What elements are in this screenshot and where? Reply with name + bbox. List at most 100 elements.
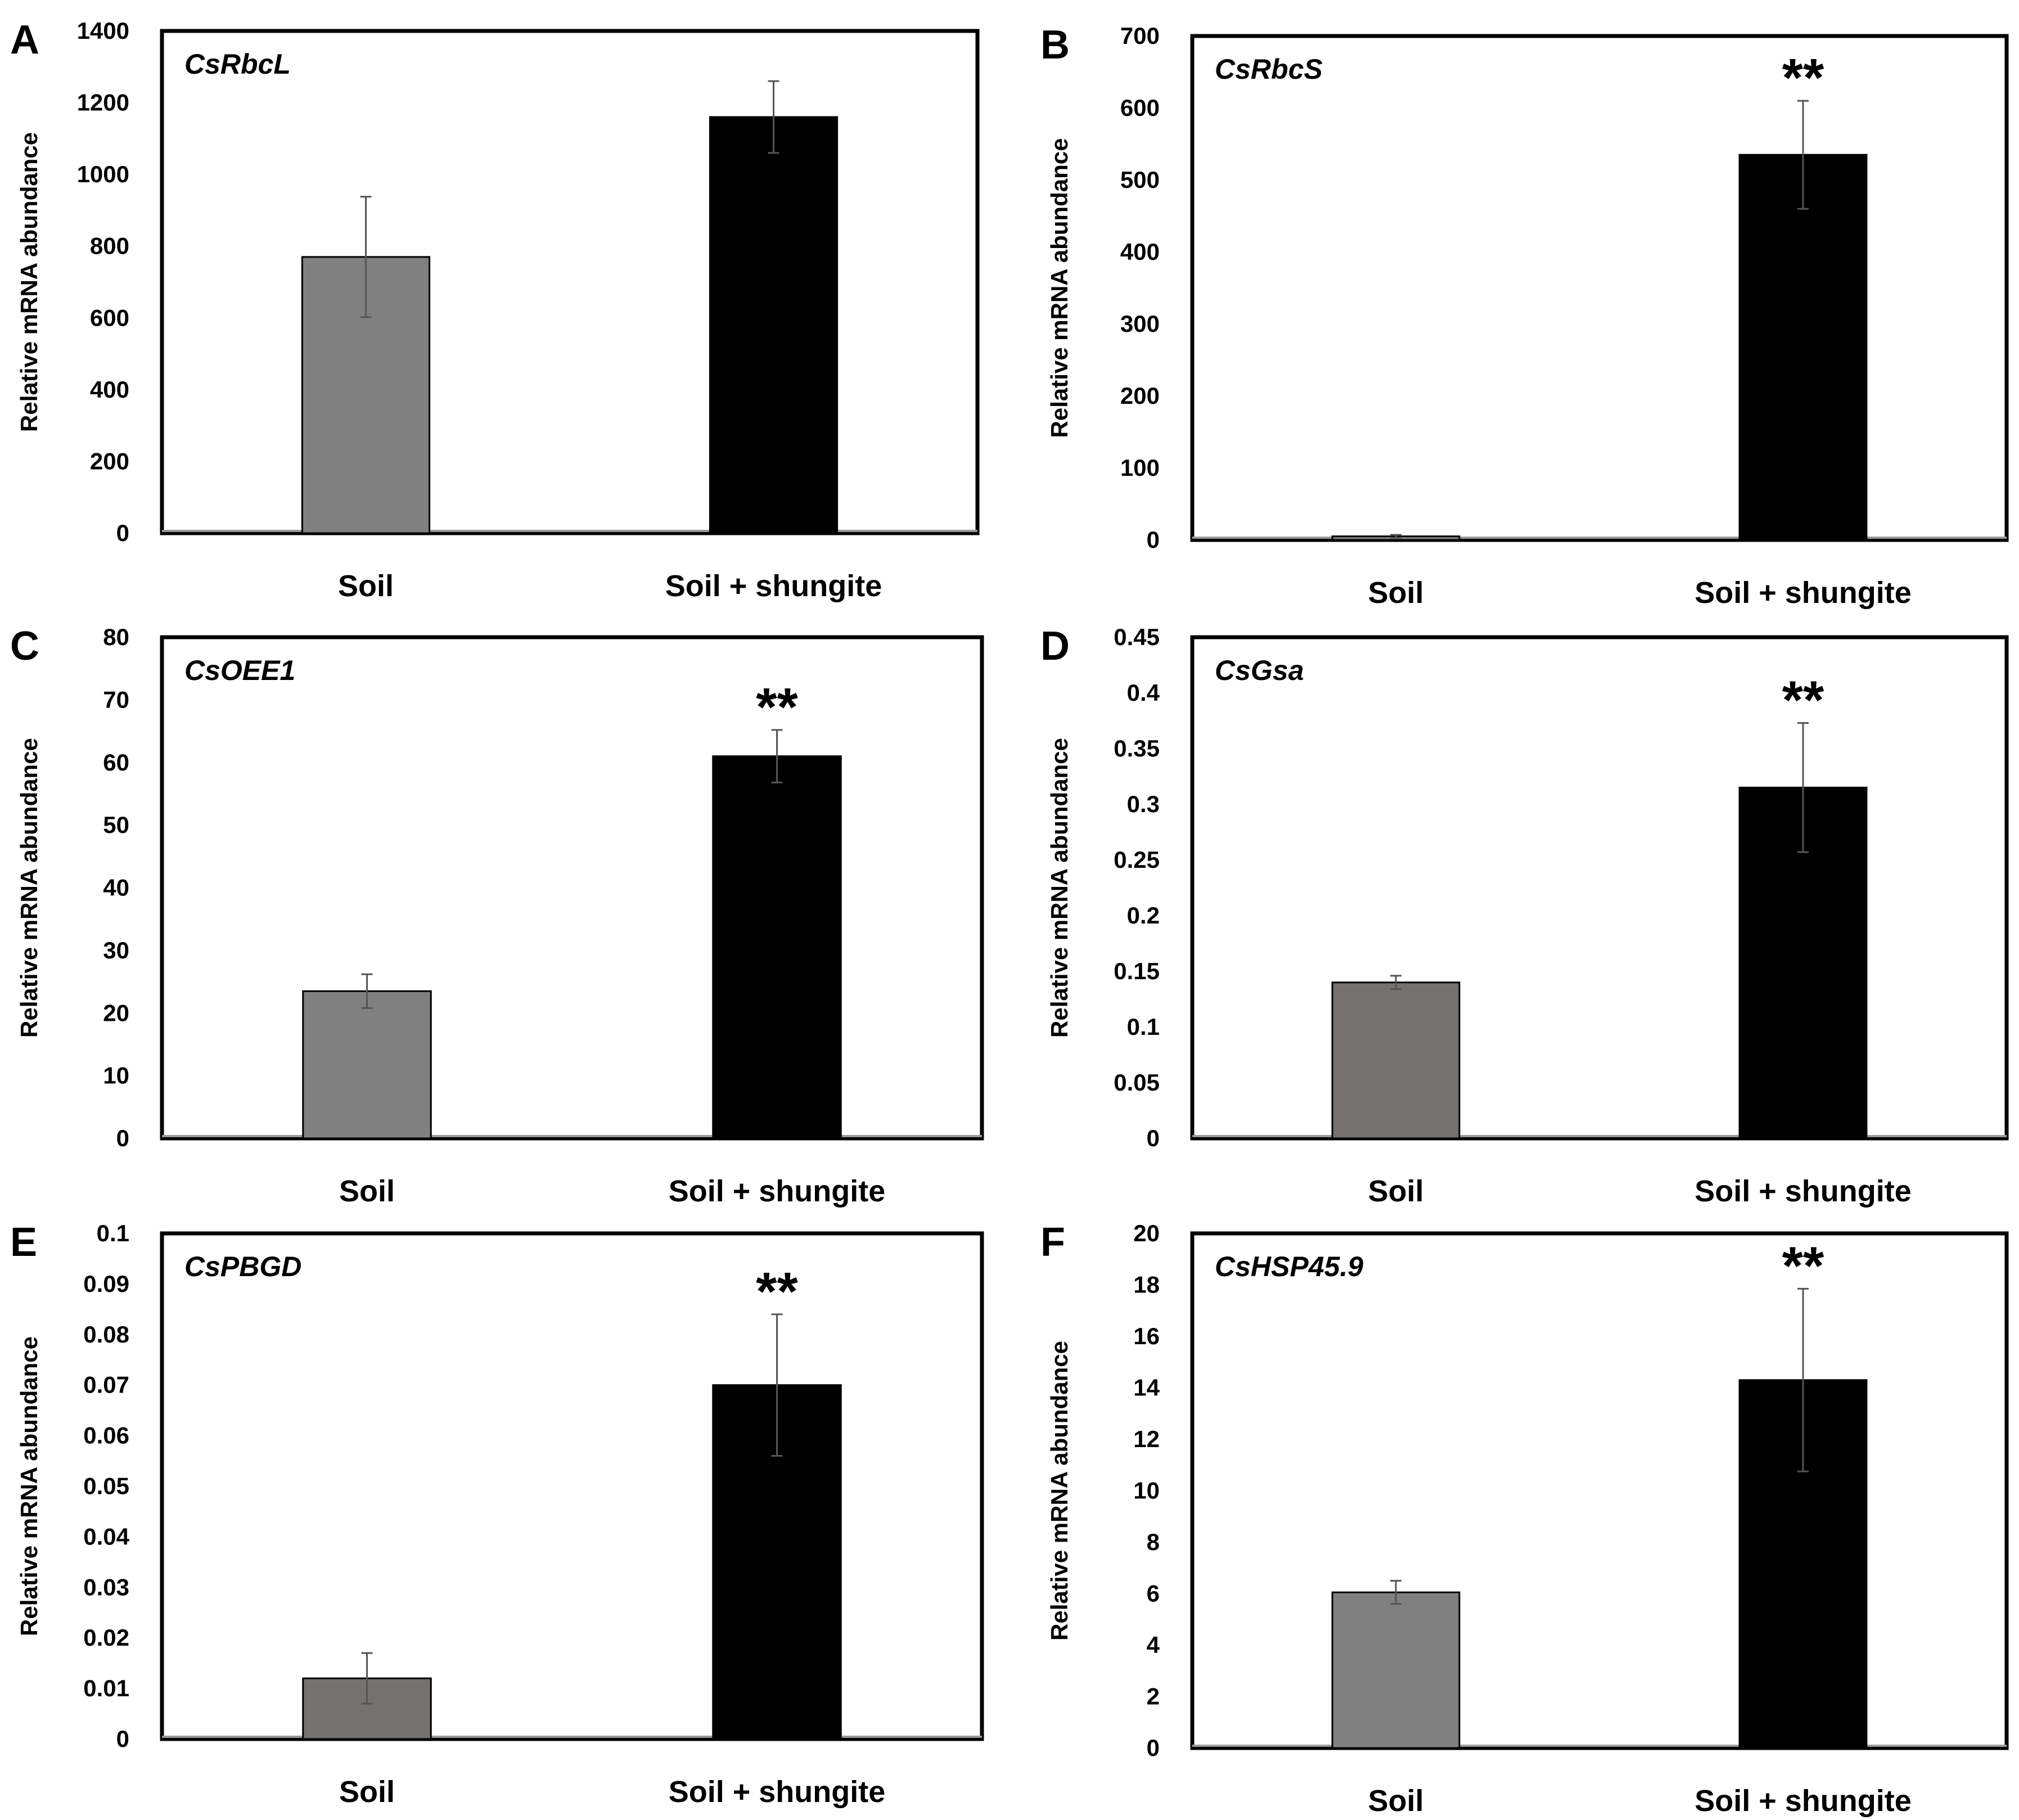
bar-soil-shungite: [712, 755, 842, 1139]
y-tick-label: 0.2: [1127, 902, 1160, 929]
x-category-label: Soil: [1368, 1174, 1423, 1208]
y-tick-label: 0.1: [1127, 1013, 1160, 1040]
y-tick-label: 400: [90, 376, 129, 403]
error-bar: [1390, 975, 1401, 990]
y-tick-label: 0.09: [83, 1271, 129, 1297]
y-tick-label: 10: [1133, 1477, 1160, 1504]
y-tick-label: 0.15: [1114, 958, 1160, 984]
error-bar: [1390, 1580, 1401, 1605]
y-tick-label: 4: [1147, 1632, 1160, 1658]
y-tick-label: 500: [1120, 166, 1160, 193]
y-tick-label: 0: [1147, 526, 1160, 553]
y-tick-label: 0.3: [1127, 791, 1160, 817]
panel-label: B: [1040, 22, 1070, 67]
error-bar: [1390, 534, 1401, 539]
y-tick-label: 12: [1133, 1426, 1160, 1452]
y-tick-label: 50: [103, 812, 129, 838]
chart-panel-b: 0 100 200 300 400 500 600 700 Relative mRNA abun…: [1040, 22, 2009, 610]
y-tick-label: 0.07: [83, 1372, 129, 1398]
x-category-label: Soil + shungite: [669, 1775, 886, 1809]
x-category-label: Soil + shungite: [665, 569, 882, 603]
x-category-label: Soil + shungite: [669, 1174, 886, 1208]
plot-frame: [1190, 1231, 2009, 1750]
chart-panel-e: 0 0.01 0.02 0.03 0.04 0.05 0.06 0.07 0.08 0.09 0.1…: [10, 1220, 984, 1809]
y-tick-label: 40: [103, 875, 129, 901]
significance-marker: **: [1782, 1236, 1824, 1296]
y-tick-label: 300: [1120, 310, 1160, 337]
y-tick-label: 0.06: [83, 1422, 129, 1449]
panel-label: D: [1040, 624, 1070, 669]
error-bar: [360, 196, 372, 318]
x-category-label: Soil + shungite: [1694, 1174, 1912, 1208]
y-tick-label: 18: [1133, 1272, 1160, 1298]
x-category-label: Soil: [339, 1174, 395, 1208]
panel-label: E: [10, 1220, 37, 1265]
y-tick-label: 200: [90, 448, 129, 474]
bar-soil: [1331, 1591, 1461, 1749]
y-axis-label: Relative mRNA abundance: [16, 132, 42, 432]
x-category-label: Soil: [338, 569, 394, 603]
error-bar: [361, 1652, 373, 1705]
y-tick-label: 20: [103, 999, 129, 1026]
panel-label: A: [10, 17, 39, 62]
y-tick-label: 100: [1120, 454, 1160, 481]
significance-marker: **: [1782, 670, 1824, 730]
x-category-label: Soil: [1368, 576, 1423, 610]
y-tick-label: 0.01: [83, 1675, 129, 1701]
gene-name: CsRbcS: [1215, 53, 1323, 85]
y-tick-label: 0.25: [1114, 846, 1160, 873]
plot-frame: [1190, 34, 2009, 542]
bar-soil-shungite: [1738, 154, 1868, 541]
y-axis-label: Relative mRNA abundance: [16, 1336, 42, 1636]
y-tick-label: 20: [1133, 1220, 1160, 1246]
y-tick-label: 0.02: [83, 1624, 129, 1651]
x-category-label: Soil + shungite: [1694, 576, 1912, 610]
significance-marker: **: [1782, 48, 1824, 108]
error-bar: [1797, 100, 1809, 210]
y-tick-label: 14: [1133, 1375, 1160, 1401]
y-tick-label: 0: [1147, 1735, 1160, 1761]
x-category-label: Soil + shungite: [1694, 1784, 1912, 1818]
error-bar: [1797, 1287, 1809, 1472]
significance-marker: **: [756, 1262, 798, 1322]
y-tick-label: 0.4: [1127, 679, 1160, 706]
gene-name: CsRbcL: [184, 48, 291, 80]
chart-panel-f: 0 2 4 6 8 10 12 14 16 18 20 Relative mRNA abundance…: [1040, 1220, 2009, 1818]
plot-frame: [160, 29, 980, 535]
gene-name: CsHSP45.9: [1215, 1251, 1363, 1282]
y-tick-label: 6: [1147, 1580, 1160, 1607]
y-axis-label: Relative mRNA abundance: [1046, 738, 1072, 1038]
error-bar: [771, 729, 783, 783]
chart-panel-a: 0 200 400 600 800 1000 1200 1400 Relative mRNA a…: [10, 17, 980, 603]
y-tick-label: 0.08: [83, 1321, 129, 1348]
bar-soil-shungite: [709, 116, 839, 534]
y-tick-label: 700: [1120, 22, 1160, 49]
y-tick-label: 0.03: [83, 1574, 129, 1600]
y-tick-label: 0.45: [1114, 624, 1160, 650]
y-tick-label: 10: [103, 1062, 129, 1089]
error-bar: [361, 973, 373, 1009]
x-category-label: Soil: [1368, 1784, 1423, 1818]
plot-frame: [160, 635, 984, 1141]
y-tick-label: 0.35: [1114, 735, 1160, 762]
error-bar: [771, 1313, 783, 1457]
y-tick-label: 2: [1147, 1683, 1160, 1710]
gene-name: CsGsa: [1215, 655, 1304, 686]
error-bar: [768, 80, 779, 154]
plot-frame: [160, 1231, 984, 1741]
y-tick-label: 8: [1147, 1529, 1160, 1555]
y-tick-label: 200: [1120, 382, 1160, 409]
y-tick-label: 0: [116, 1726, 129, 1752]
y-tick-label: 800: [90, 233, 129, 259]
y-tick-label: 600: [90, 304, 129, 331]
bar-soil: [302, 990, 432, 1139]
y-tick-label: 0.05: [83, 1473, 129, 1499]
significance-marker: **: [756, 677, 798, 737]
y-tick-label: 0: [116, 520, 129, 546]
y-tick-label: 30: [103, 937, 129, 963]
y-tick-label: 0.05: [1114, 1069, 1160, 1096]
y-axis-label: Relative mRNA abundance: [1046, 1341, 1072, 1641]
panel-label: F: [1040, 1220, 1065, 1265]
y-tick-label: 1200: [77, 89, 129, 116]
